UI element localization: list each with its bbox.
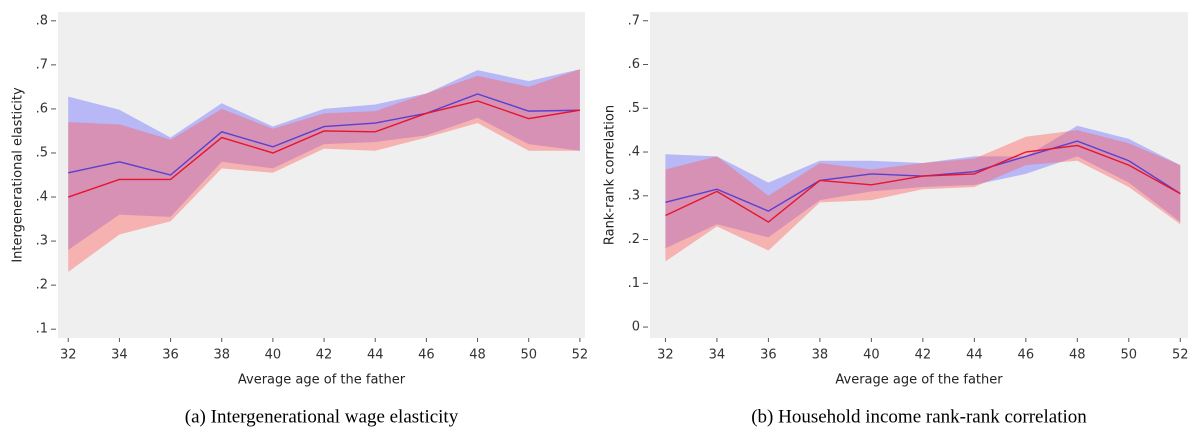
confidence-band [68, 69, 580, 272]
x-tick-label: 38 [213, 348, 230, 363]
y-tick-label: .2 [36, 278, 48, 293]
x-tick-label: 46 [418, 348, 435, 363]
series-line [68, 100, 580, 198]
x-tick-label: 38 [812, 348, 829, 363]
y-tick-label: .7 [628, 13, 640, 28]
plot-background [58, 12, 585, 338]
x-tick-label: 32 [657, 348, 674, 363]
y-axis-label: Intergenerational elasticity [11, 87, 26, 263]
x-tick-label: 40 [265, 348, 282, 363]
x-tick-label: 40 [863, 348, 880, 363]
x-tick-label: 48 [469, 348, 486, 363]
x-tick-label: 50 [1121, 348, 1138, 363]
x-tick-label: 52 [572, 348, 589, 363]
x-tick-label: 42 [915, 348, 932, 363]
y-tick-label: .6 [36, 101, 48, 116]
caption: (a) Intergenerational wage elasticity [185, 406, 459, 427]
x-tick-label: 44 [966, 348, 983, 363]
y-axis-label: Rank-rank correlation [603, 105, 618, 245]
y-tick-label: 0 [632, 320, 640, 335]
x-tick-label: 48 [1069, 348, 1086, 363]
x-tick-label: 44 [367, 348, 384, 363]
y-tick-label: .6 [628, 57, 640, 72]
x-axis-label: Average age of the father [835, 373, 1003, 388]
x-tick-label: 52 [1172, 348, 1189, 363]
y-tick-label: .3 [628, 188, 640, 203]
y-tick-label: .2 [628, 232, 640, 247]
plot-background [650, 12, 1188, 338]
y-tick-label: .5 [628, 101, 640, 116]
y-tick-label: .7 [36, 57, 48, 72]
confidence-band [68, 69, 580, 250]
x-tick-label: 42 [316, 348, 333, 363]
x-tick-label: 32 [60, 348, 77, 363]
x-axis-label: Average age of the father [238, 373, 406, 388]
caption: (b) Household income rank-rank correlati… [751, 406, 1087, 427]
x-tick-label: 36 [162, 348, 179, 363]
confidence-band [665, 125, 1181, 249]
y-tick-label: .3 [36, 234, 48, 249]
y-tick-label: .5 [36, 145, 48, 160]
x-tick-label: 34 [709, 348, 726, 363]
x-tick-label: 50 [520, 348, 537, 363]
x-tick-label: 34 [111, 348, 128, 363]
x-tick-label: 46 [1018, 348, 1035, 363]
y-tick-label: .8 [36, 13, 48, 28]
y-tick-label: .1 [628, 276, 640, 291]
confidence-band [665, 130, 1181, 262]
y-tick-label: .1 [36, 322, 48, 337]
x-tick-label: 36 [760, 348, 777, 363]
series-line [68, 93, 580, 176]
series-line [665, 144, 1181, 223]
y-tick-label: .4 [36, 190, 48, 205]
y-tick-label: .4 [628, 145, 640, 160]
